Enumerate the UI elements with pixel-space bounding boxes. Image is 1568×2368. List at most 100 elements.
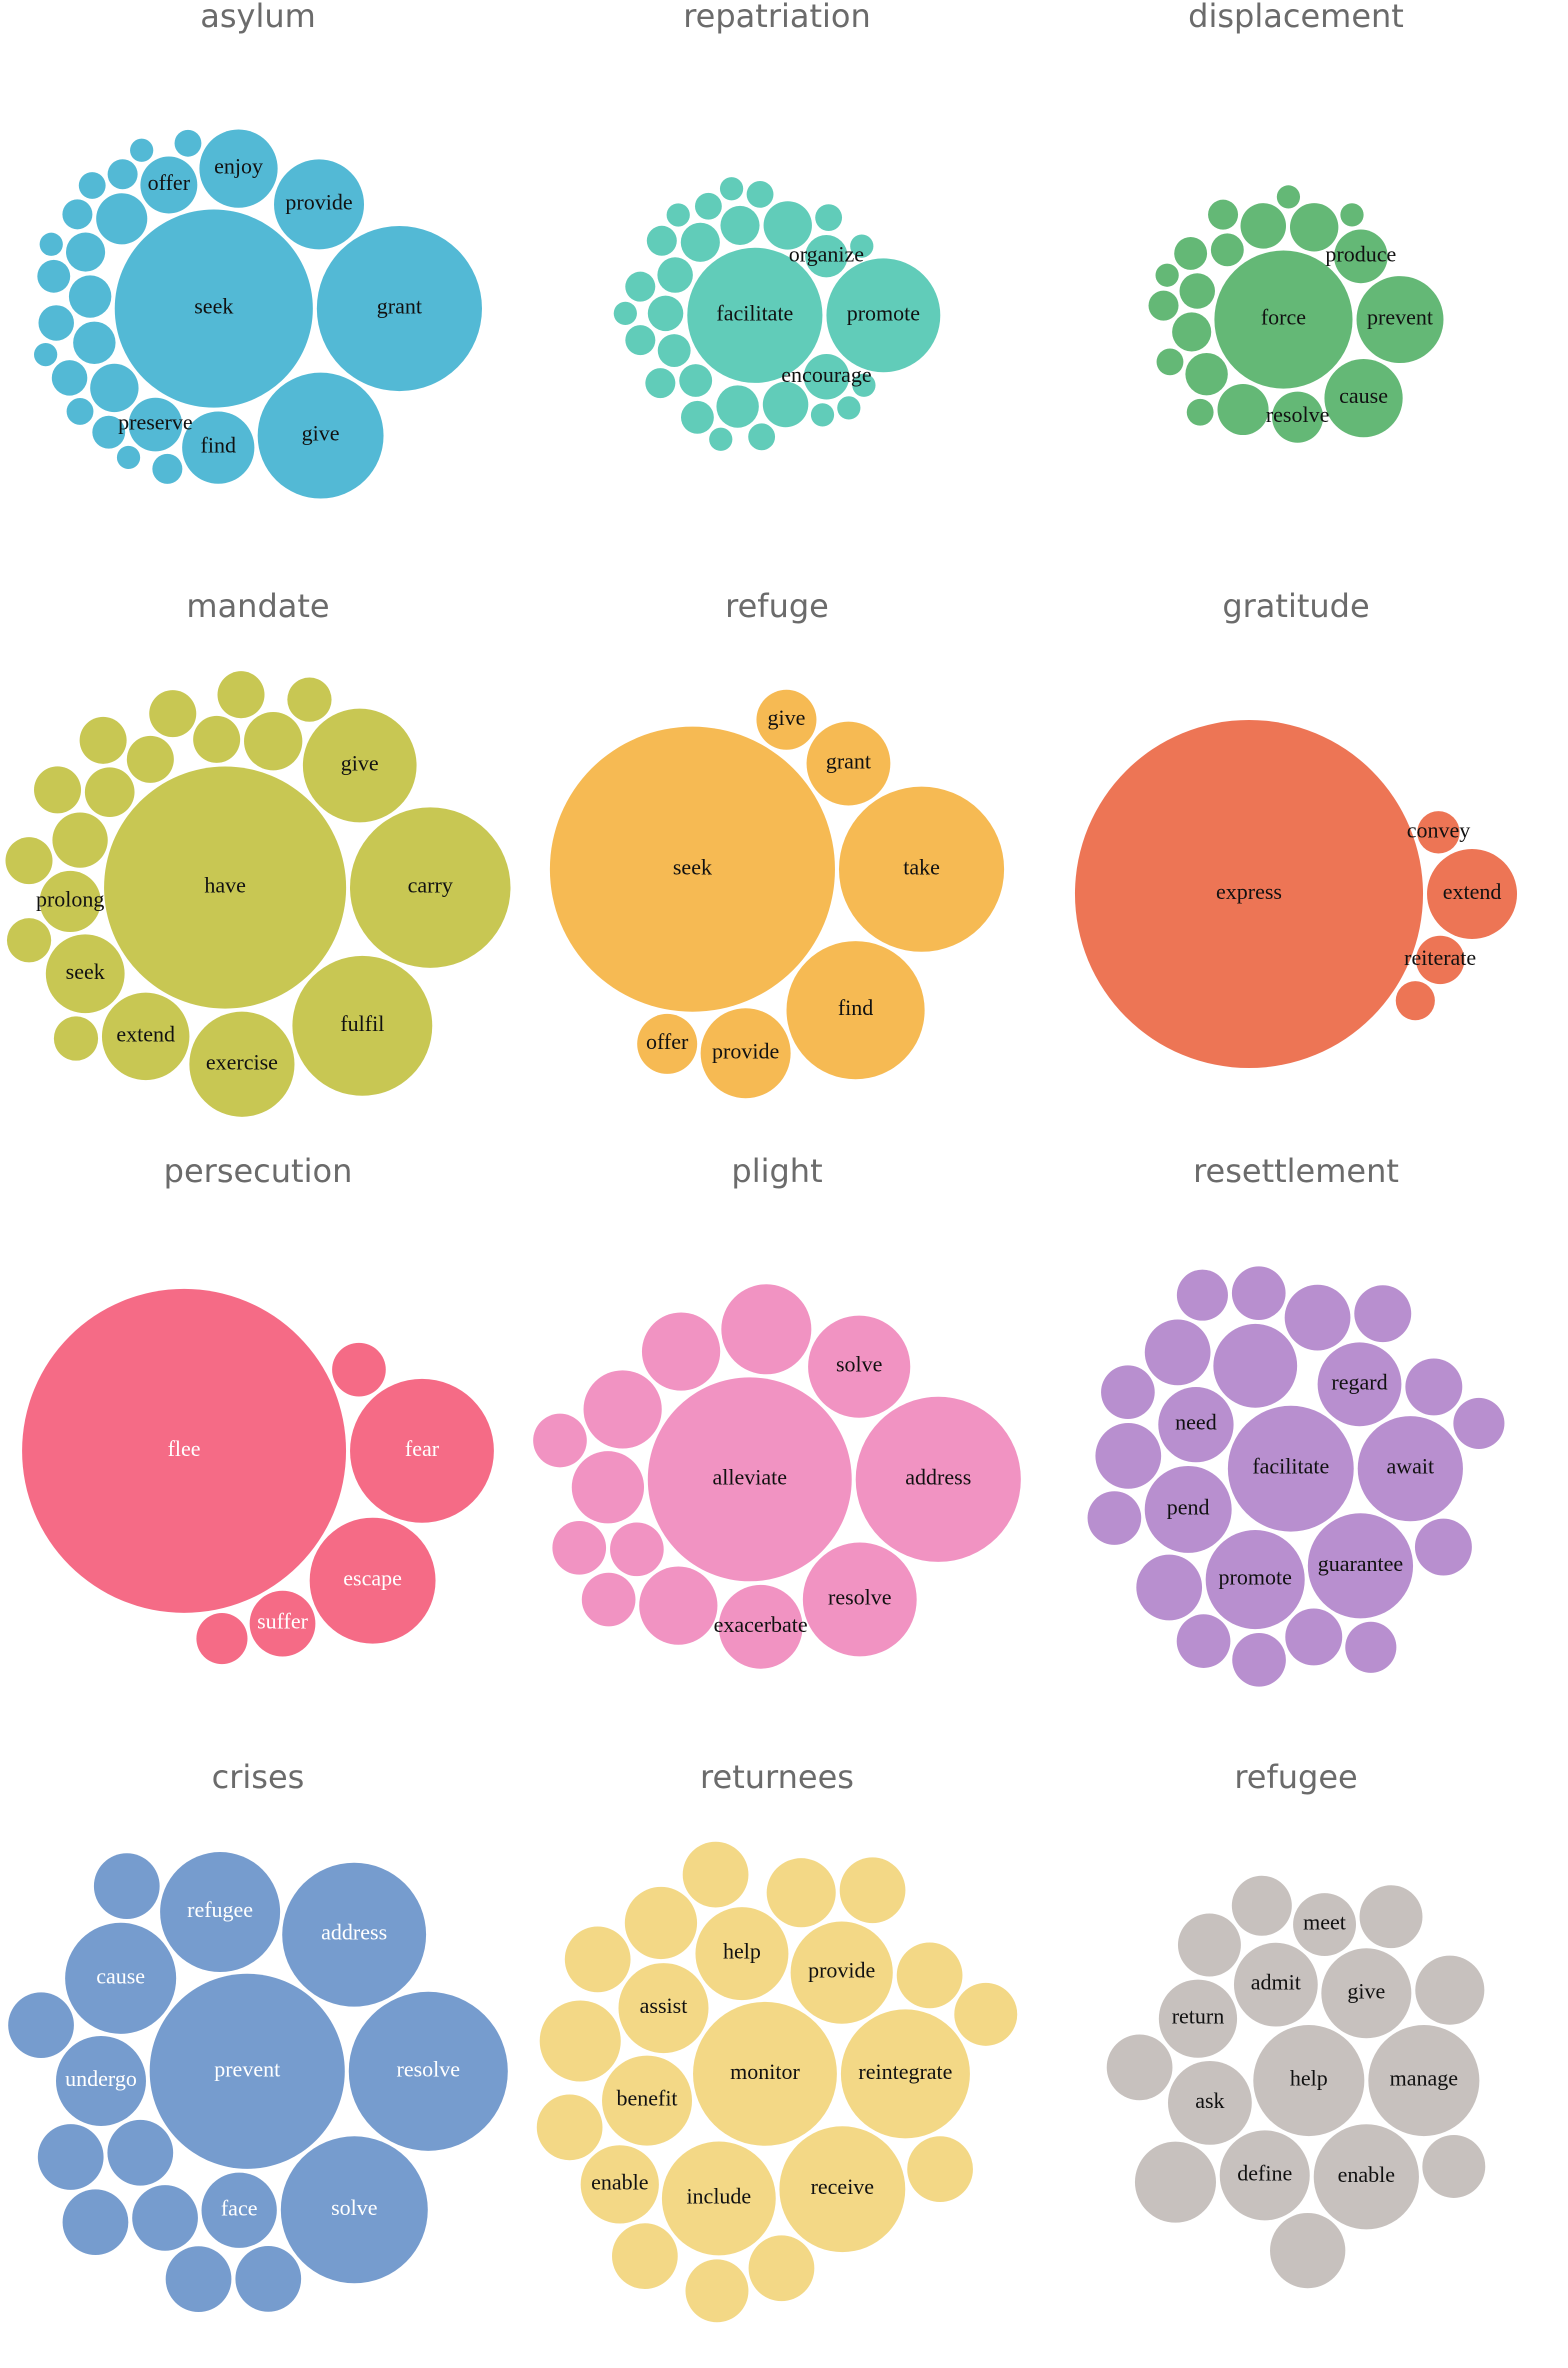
- bubble: [852, 373, 876, 397]
- bubble: [661, 2141, 776, 2256]
- bubble: [618, 1963, 709, 2054]
- bubble: [1453, 1397, 1505, 1449]
- bubble-label: admit: [1251, 1970, 1301, 1995]
- bubble-label: grant: [826, 749, 871, 774]
- bubble: [1334, 229, 1388, 284]
- bubble: [1427, 849, 1518, 939]
- bubble: [62, 199, 93, 230]
- bubble: [79, 716, 127, 764]
- bubble: [1074, 719, 1424, 1069]
- bubble-label: provide: [285, 189, 352, 214]
- bubble: [746, 180, 774, 208]
- bubble: [316, 226, 482, 392]
- cluster-title: refuge: [725, 587, 829, 625]
- bubble-label: provide: [808, 1958, 875, 1983]
- bubble-label: enable: [591, 2169, 648, 2194]
- bubble: [580, 2145, 659, 2224]
- bubble: [1087, 1491, 1142, 1545]
- bubble-label: flee: [168, 1436, 201, 1461]
- bubble: [302, 708, 417, 823]
- bubble: [1177, 1913, 1241, 1977]
- bubble: [1232, 1632, 1286, 1687]
- bubble: [244, 712, 303, 771]
- bubble: [1231, 1875, 1292, 1936]
- bubble-label: solve: [836, 1352, 882, 1377]
- bubble: [639, 1566, 718, 1645]
- bubble: [128, 397, 183, 452]
- cluster-title: refugee: [1234, 1758, 1357, 1796]
- bubble: [235, 2246, 302, 2312]
- bubble: [1324, 358, 1403, 438]
- bubble-label: cause: [96, 1963, 145, 1988]
- bubble: [625, 271, 656, 302]
- bubble: [666, 203, 690, 227]
- bubble-label: undergo: [65, 2066, 137, 2091]
- bubble: [709, 427, 733, 451]
- bubble-label: produce: [1325, 241, 1396, 266]
- bubble: [815, 204, 843, 232]
- bubble-label: help: [1290, 2066, 1328, 2091]
- bubble-label: monitor: [730, 2059, 800, 2084]
- bubble: [1231, 1266, 1286, 1321]
- bubble: [196, 1613, 248, 1665]
- bubble-label: seek: [673, 854, 712, 879]
- bubble-label: grant: [377, 294, 422, 319]
- bubble: [1186, 398, 1214, 426]
- bubble: [610, 1522, 664, 1577]
- bubble: [1357, 1416, 1463, 1522]
- bubble-label: help: [723, 1939, 761, 1964]
- bubble: [107, 159, 138, 190]
- bubble-label: exercise: [206, 1049, 278, 1074]
- bubble: [1156, 348, 1184, 376]
- cluster-title: persecution: [164, 1152, 353, 1190]
- bubble: [101, 992, 190, 1081]
- bubble: [130, 138, 154, 162]
- bubble: [808, 1315, 911, 1418]
- bubble: [38, 305, 74, 341]
- bubble: [602, 2055, 693, 2146]
- bubble-label: promote: [847, 300, 920, 325]
- bubble: [850, 234, 874, 258]
- bubble: [571, 1451, 645, 1524]
- bubble-label: await: [1387, 1454, 1435, 1479]
- bubble: [612, 2223, 678, 2289]
- bubble-label: enable: [1338, 2162, 1395, 2187]
- bubble: [779, 2126, 906, 2253]
- bubble: [160, 1852, 281, 1973]
- bubble: [657, 334, 691, 367]
- bubble: [348, 1991, 508, 2151]
- bubble-label: have: [204, 873, 246, 898]
- bubble: [292, 955, 433, 1096]
- bubble-label: extend: [116, 1021, 175, 1046]
- bubble-label: facilitate: [1252, 1454, 1329, 1479]
- bubble: [68, 275, 112, 318]
- bubble: [39, 232, 63, 256]
- bubble: [810, 403, 835, 427]
- bubble: [1148, 290, 1179, 321]
- bubble: [657, 257, 693, 293]
- bubble-label: address: [321, 1920, 387, 1945]
- bubble: [1422, 2135, 1486, 2198]
- bubble: [199, 129, 278, 208]
- bubble-label: resolve: [397, 2056, 461, 2081]
- bubble: [104, 766, 347, 1009]
- bubble: [826, 258, 941, 373]
- bubble-label: manage: [1390, 2066, 1458, 2091]
- bubble: [624, 1886, 698, 1960]
- bubble: [1136, 1554, 1203, 1621]
- bubble-label: fear: [405, 1436, 440, 1461]
- bubble: [1356, 276, 1444, 364]
- bubble: [132, 2185, 198, 2251]
- bubble-label: prevent: [214, 2056, 280, 2081]
- bubble: [1276, 185, 1301, 209]
- bubble: [1174, 236, 1208, 270]
- bubble: [838, 786, 1005, 952]
- bubble: [1214, 250, 1353, 389]
- bubble: [1270, 2212, 1346, 2289]
- bubble: [806, 721, 891, 806]
- bubble: [613, 301, 637, 326]
- bubble-cluster: asylum seek grant give provide enjoy find offer…: [34, 0, 482, 499]
- bubble: [73, 321, 116, 364]
- bubble-label: take: [903, 854, 940, 879]
- bubble: [1158, 1979, 1238, 2058]
